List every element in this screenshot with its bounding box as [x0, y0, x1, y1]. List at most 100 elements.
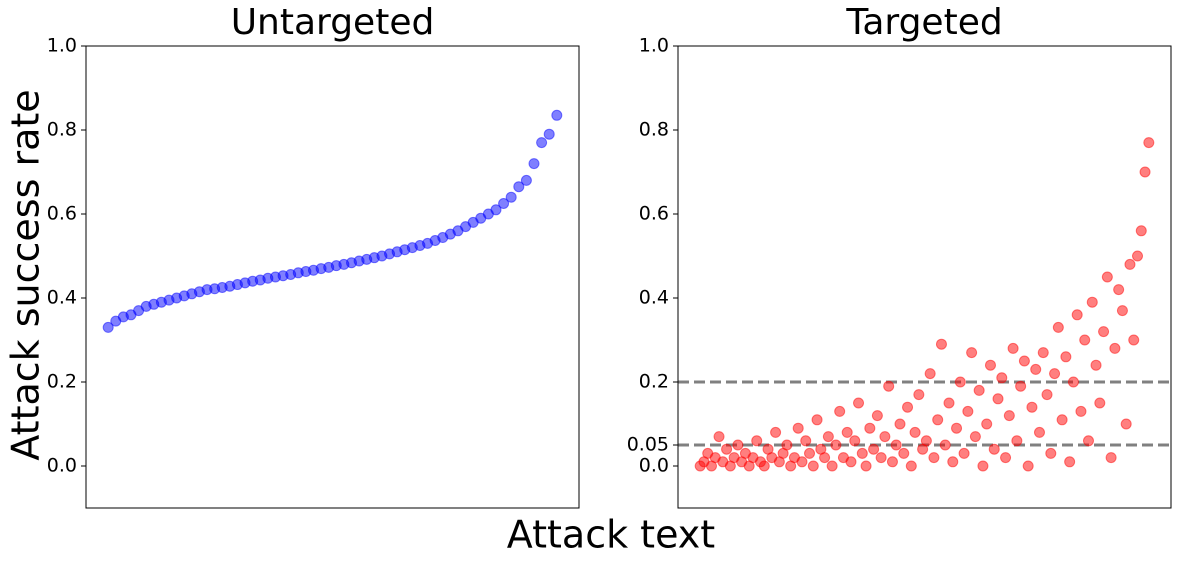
point	[932, 414, 944, 426]
y-tick-label: 0.0	[47, 455, 77, 477]
point	[513, 181, 525, 193]
point	[1113, 284, 1125, 296]
point	[1056, 414, 1068, 426]
y-axis-label: Attack success rate	[4, 89, 48, 460]
point	[1033, 426, 1045, 438]
point	[1030, 363, 1042, 375]
point	[996, 372, 1008, 384]
point	[1060, 351, 1072, 363]
point	[849, 435, 861, 447]
point	[1090, 359, 1102, 371]
point	[868, 443, 880, 455]
point	[830, 439, 842, 451]
point	[898, 447, 910, 459]
point	[102, 321, 114, 333]
y-tick-label: 0.6	[47, 203, 77, 225]
point	[834, 405, 846, 417]
point	[883, 380, 895, 392]
point	[973, 384, 985, 396]
point	[1018, 355, 1030, 367]
point	[1139, 166, 1151, 178]
point	[958, 447, 970, 459]
point	[1067, 376, 1079, 388]
chart-title: Targeted	[845, 2, 1002, 43]
point	[751, 435, 763, 447]
point	[1000, 452, 1012, 464]
point	[947, 456, 959, 468]
y-tick-label: 1.0	[639, 35, 669, 57]
point	[905, 460, 917, 472]
point	[920, 435, 932, 447]
point	[939, 439, 951, 451]
point	[1064, 456, 1076, 468]
chart-title: Untargeted	[231, 2, 435, 43]
point	[894, 418, 906, 430]
point	[1079, 334, 1091, 346]
point	[822, 431, 834, 443]
y-tick-label: 0.2	[639, 371, 669, 393]
point	[505, 191, 517, 203]
point	[1003, 410, 1015, 422]
point	[871, 410, 883, 422]
point	[913, 389, 925, 401]
axes-frame	[85, 45, 580, 509]
point	[864, 422, 876, 434]
point	[819, 452, 831, 464]
point	[935, 338, 947, 350]
point	[1007, 342, 1019, 354]
y-tick-label: 0.4	[47, 287, 77, 309]
point	[732, 439, 744, 451]
point	[1015, 380, 1027, 392]
point	[962, 405, 974, 417]
point	[1086, 296, 1098, 308]
point	[536, 137, 548, 149]
point	[841, 426, 853, 438]
point	[845, 456, 857, 468]
point	[804, 447, 816, 459]
point	[875, 452, 887, 464]
point	[826, 460, 838, 472]
point	[781, 439, 793, 451]
point	[721, 443, 733, 455]
point	[1094, 397, 1106, 409]
point	[713, 431, 725, 443]
point	[981, 418, 993, 430]
y-tick-label: 0.4	[639, 287, 669, 309]
point	[1037, 347, 1049, 359]
point	[490, 204, 502, 216]
point	[1045, 447, 1057, 459]
point	[988, 443, 1000, 455]
point	[1041, 389, 1053, 401]
y-tick-label: 0.0	[639, 455, 669, 477]
y-tick-label: 1.0	[47, 35, 77, 57]
point	[1098, 326, 1110, 338]
point	[951, 422, 963, 434]
point	[954, 376, 966, 388]
point	[1082, 435, 1094, 447]
y-tick-label: 0.6	[639, 203, 669, 225]
point	[924, 368, 936, 380]
point	[966, 347, 978, 359]
axes-frame	[677, 45, 1172, 509]
point	[1132, 250, 1144, 262]
point	[1049, 368, 1061, 380]
point	[928, 452, 940, 464]
y-tick-label: 0.05	[627, 434, 669, 456]
point	[543, 128, 555, 140]
point	[856, 447, 868, 459]
point	[1135, 225, 1147, 237]
y-tick-label: 0.8	[47, 119, 77, 141]
point	[860, 460, 872, 472]
point	[758, 460, 770, 472]
point	[498, 198, 510, 209]
point	[551, 109, 563, 121]
point	[1109, 342, 1121, 354]
point	[902, 401, 914, 413]
point	[807, 460, 819, 472]
point	[969, 431, 981, 443]
point	[1128, 334, 1140, 346]
point	[943, 397, 955, 409]
point	[1011, 435, 1023, 447]
point	[528, 158, 540, 170]
point	[1116, 305, 1128, 317]
